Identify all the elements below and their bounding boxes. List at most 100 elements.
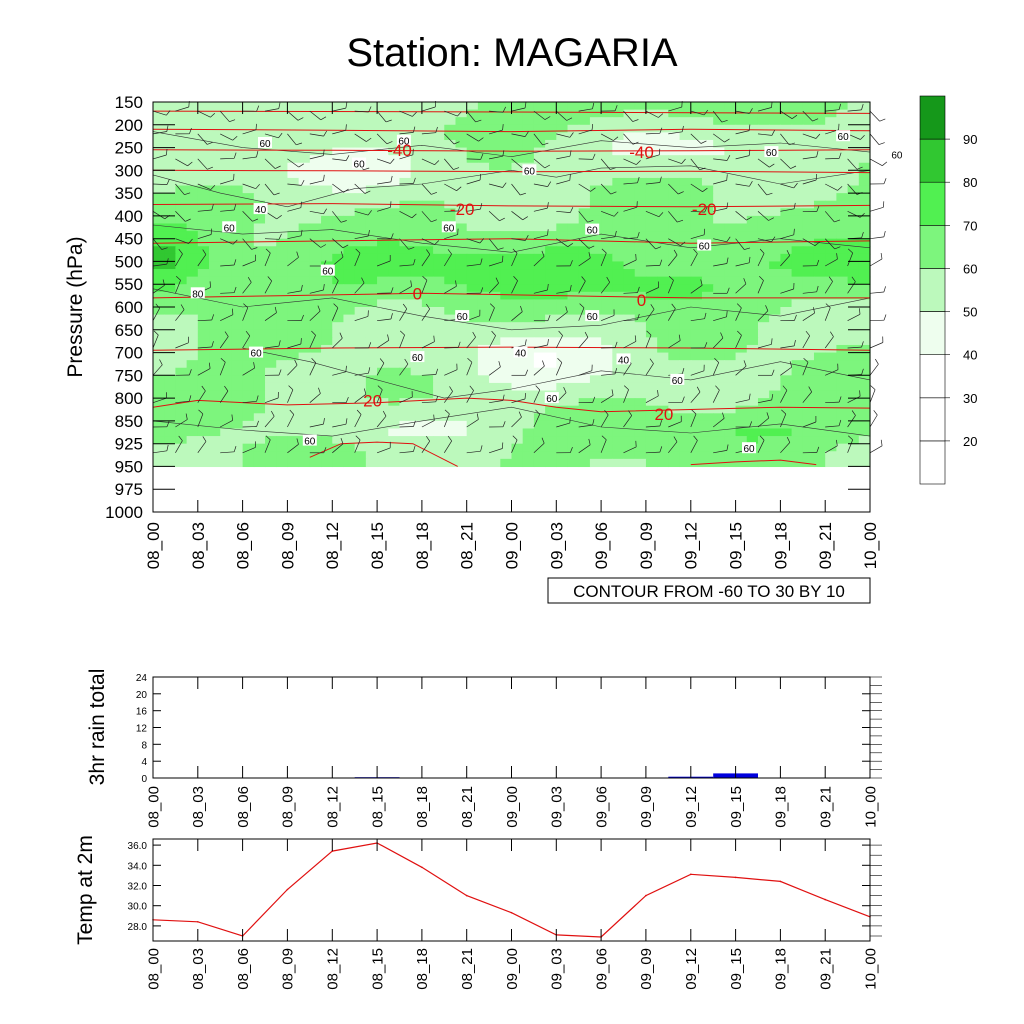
wind-barb-shaft: [242, 282, 252, 294]
wind-barb-shaft: [197, 346, 212, 349]
humidity-fill-cell: [421, 413, 434, 422]
humidity-fill-cell: [802, 367, 815, 376]
wind-barb-shaft: [309, 110, 322, 121]
wind-barb-shaft: [869, 291, 884, 294]
humidity-fill-cell: [690, 215, 703, 225]
humidity-fill-cell: [365, 238, 378, 247]
humidity-fill-cell: [612, 299, 625, 308]
wind-barb-shaft: [668, 340, 681, 349]
humidity-fill-cell: [332, 382, 345, 392]
wind-barb-shaft: [466, 208, 481, 212]
humidity-fill-cell: [209, 155, 221, 164]
wind-barb-feather: [368, 367, 371, 374]
wind-barb-feather: [456, 186, 462, 191]
humidity-fill-cell: [735, 375, 748, 384]
wind-barb-shaft: [354, 183, 366, 194]
wind-barb-feather: [569, 150, 572, 157]
humidity-fill-cell: [500, 390, 513, 399]
humidity-fill-cell: [612, 223, 625, 232]
humidity-fill-cell: [545, 344, 557, 354]
humidity-fill-cell: [410, 155, 423, 164]
humidity-fill-cell: [321, 238, 333, 247]
wind-barb-shaft: [421, 420, 435, 428]
time-tick-label: 10_00: [861, 522, 880, 569]
humidity-fill-cell: [701, 102, 714, 111]
colorbar-box: [919, 181, 946, 226]
humidity-fill-cell: [321, 390, 333, 399]
wind-barb-shaft: [869, 110, 880, 122]
humidity-fill-cell: [265, 162, 277, 171]
humidity-fill-cell: [522, 215, 535, 225]
humidity-fill-cell: [332, 337, 345, 346]
humidity-fill-cell: [545, 405, 557, 414]
humidity-fill-cell: [220, 147, 233, 156]
humidity-fill-cell: [399, 443, 412, 452]
humidity-fill-cell: [399, 246, 412, 255]
humidity-fill-cell: [209, 360, 221, 369]
humidity-fill-cell: [713, 139, 725, 149]
humidity-fill-cell: [836, 367, 849, 376]
rain-axis-label: 3hr rain total: [86, 669, 109, 786]
humidity-fill-cell: [735, 124, 748, 133]
humidity-fill-cell: [578, 413, 591, 422]
humidity-fill-cell: [253, 314, 266, 323]
humidity-fill-cell: [388, 458, 401, 468]
humidity-fill-cell: [668, 208, 681, 217]
humidity-fill-cell: [477, 322, 490, 331]
humidity-fill-cell: [601, 276, 613, 285]
wind-barb-shaft: [309, 423, 324, 428]
humidity-fill-cell: [365, 344, 378, 354]
humidity-fill-cell: [511, 139, 524, 149]
humidity-fill-cell: [209, 253, 221, 263]
humidity-fill-cell: [388, 314, 401, 323]
humidity-fill-cell: [186, 322, 199, 331]
humidity-fill-cell: [802, 398, 815, 407]
wind-barb-feather: [207, 166, 214, 170]
wind-barb-shaft: [690, 440, 698, 453]
humidity-fill-cell: [444, 253, 457, 263]
humidity-fill-cell: [724, 436, 737, 445]
wind-barb-feather: [520, 305, 523, 312]
humidity-fill-cell: [231, 269, 244, 278]
humidity-fill-cell: [276, 246, 289, 255]
wind-barb-feather: [467, 357, 473, 363]
wind-barb-shaft: [242, 129, 257, 135]
humidity-fill-cell: [757, 109, 770, 118]
humidity-contour-label: 60: [457, 312, 469, 323]
humidity-fill-cell: [354, 329, 367, 338]
humidity-fill-cell: [220, 451, 233, 460]
humidity-fill-cell: [231, 352, 244, 361]
humidity-fill-cell: [567, 132, 580, 141]
humidity-fill-cell: [276, 231, 289, 240]
humidity-fill-cell: [556, 200, 569, 209]
wind-barb-feather: [334, 276, 339, 281]
wind-barb-feather: [768, 217, 774, 221]
humidity-fill-cell: [780, 458, 793, 468]
humidity-fill-cell: [601, 124, 613, 133]
humidity-fill-cell: [724, 398, 737, 407]
humidity-fill-cell: [309, 200, 322, 209]
humidity-fill-cell: [701, 307, 714, 316]
humidity-fill-cell: [791, 231, 804, 240]
humidity-fill-cell: [332, 291, 345, 300]
humidity-fill-cell: [287, 124, 300, 133]
humidity-fill-cell: [309, 299, 322, 308]
humidity-fill-cell: [242, 223, 255, 232]
humidity-fill-cell: [746, 162, 759, 171]
wind-barb-feather: [390, 158, 395, 164]
wind-barb-feather: [202, 436, 207, 442]
humidity-fill-cell: [332, 261, 345, 270]
humidity-fill-cell: [298, 200, 311, 209]
wind-barb-shaft: [869, 342, 884, 349]
humidity-fill-cell: [735, 307, 748, 316]
humidity-fill-cell: [724, 223, 737, 232]
humidity-fill-cell: [735, 261, 748, 270]
humidity-fill-cell: [567, 405, 580, 414]
wind-barb-feather: [613, 211, 619, 217]
humidity-fill-cell: [365, 200, 378, 209]
humidity-fill-cell: [287, 451, 300, 460]
humidity-fill-cell: [668, 344, 681, 354]
wind-barb-feather: [385, 119, 392, 123]
humidity-fill-cell: [522, 307, 535, 316]
humidity-fill-cell: [746, 208, 759, 217]
